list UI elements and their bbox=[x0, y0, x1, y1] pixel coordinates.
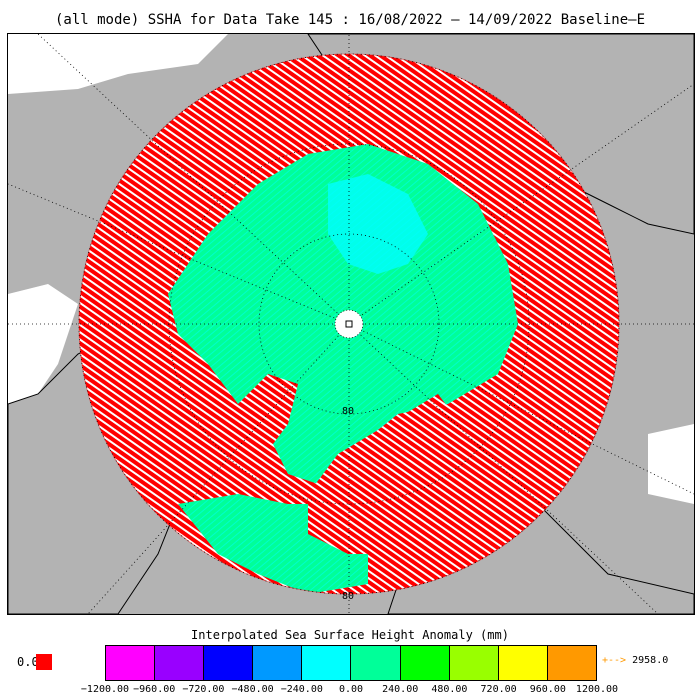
latitude-circle-60 bbox=[78, 53, 620, 595]
swath-red-greenland bbox=[228, 374, 298, 474]
swath-red-central bbox=[308, 394, 478, 554]
colorbar-ticks: −1200.00 −960.00 −720.00 −480.00 −240.00 0.00… bbox=[81, 684, 618, 698]
polar-map: 80 80 bbox=[7, 33, 695, 615]
map-title: (all mode) SSHA for Data Take 145 : 16/0… bbox=[54, 12, 645, 28]
colorbar-tick-label: 240.00 bbox=[382, 684, 419, 695]
latitude-label: 80 bbox=[342, 591, 354, 602]
zero-value-swatch bbox=[36, 654, 52, 670]
meridian-line bbox=[37, 34, 350, 325]
colorbar-segment bbox=[302, 646, 352, 680]
latitude-label: 80 bbox=[342, 406, 354, 417]
colorbar bbox=[105, 645, 597, 681]
colorbar-tick-label: −240.00 bbox=[280, 684, 323, 695]
max-value-label: +--> 2958.0 bbox=[602, 655, 668, 666]
meridian-line bbox=[8, 183, 350, 325]
meridian-line bbox=[348, 323, 694, 495]
colorbar-tick-label: 480.00 bbox=[431, 684, 468, 695]
colorbar-segment bbox=[204, 646, 254, 680]
legend-title: Interpolated Sea Surface Height Anomaly … bbox=[191, 628, 509, 642]
colorbar-tick-label: 1200.00 bbox=[575, 684, 619, 695]
north-pole-marker bbox=[334, 309, 364, 339]
zero-value-label: 0.0 bbox=[17, 655, 39, 669]
max-value: 2958.0 bbox=[632, 655, 669, 666]
colorbar-segment bbox=[547, 646, 596, 680]
polar-map-svg: 80 80 bbox=[8, 34, 694, 614]
colorbar-segment bbox=[106, 646, 156, 680]
ocean-area bbox=[648, 424, 694, 504]
ocean-area bbox=[8, 34, 228, 94]
colorbar-tick-label: −480.00 bbox=[231, 684, 274, 695]
colorbar-tick-label: 720.00 bbox=[480, 684, 517, 695]
colorbar-tick-label: 0.00 bbox=[338, 684, 364, 695]
ssha-cyan-core bbox=[328, 174, 428, 274]
north-pole-center-icon bbox=[345, 320, 353, 328]
colorbar-segment bbox=[498, 646, 548, 680]
colorbar-segment bbox=[351, 646, 401, 680]
ocean-area bbox=[8, 284, 78, 404]
colorbar-segment bbox=[253, 646, 303, 680]
colorbar-tick-label: −1200.00 bbox=[80, 684, 130, 695]
latitude-circle-80 bbox=[258, 233, 440, 415]
colorbar-tick-label: −720.00 bbox=[182, 684, 225, 695]
colorbar-segment bbox=[449, 646, 499, 680]
max-arrow-icon: +--> bbox=[602, 655, 627, 666]
colorbar-segment bbox=[400, 646, 450, 680]
colorbar-tick-label: −960.00 bbox=[133, 684, 176, 695]
colorbar-tick-label: 960.00 bbox=[529, 684, 566, 695]
colorbar-segment bbox=[155, 646, 205, 680]
graticule bbox=[8, 34, 694, 614]
